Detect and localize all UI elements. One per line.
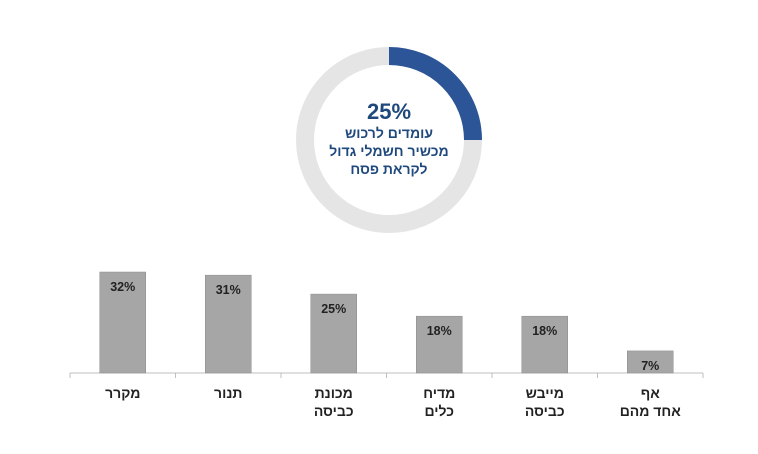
donut-caption-line: מכשיר חשמלי גדול — [329, 143, 448, 159]
bar-value-label: 31% — [216, 283, 241, 297]
category-label: כלים — [425, 403, 455, 419]
category-label: מייבש — [526, 385, 564, 401]
donut-value-label: 25% — [367, 99, 411, 124]
bar — [99, 271, 146, 374]
bar — [521, 315, 568, 374]
bar — [416, 315, 463, 374]
category-label: כביסה — [314, 403, 354, 419]
category-label: מקרר — [105, 385, 140, 401]
category-label: מדיח — [423, 385, 455, 401]
category-label: כביסה — [525, 403, 565, 419]
bar-value-label: 18% — [427, 324, 452, 338]
category-label: אף — [641, 385, 660, 401]
category-label: תנור — [214, 385, 242, 401]
bar-value-label: 18% — [532, 324, 557, 338]
category-label: אחד מהם — [620, 403, 682, 419]
bar — [205, 274, 252, 374]
bar-value-label: 7% — [641, 359, 659, 373]
donut-chart: 25%עומדים לרכוש מכשיר חשמלי גדול לקראת פסח — [296, 47, 482, 233]
bar-value-label: 25% — [321, 302, 346, 316]
category-label: מכונת — [315, 385, 353, 401]
donut-slice-highlight — [388, 47, 482, 141]
donut-caption-line: עומדים לרכוש — [345, 125, 433, 141]
bar — [310, 293, 357, 374]
bar — [627, 350, 674, 374]
donut-caption-line: לקראת פסח — [350, 161, 427, 177]
bar-chart: 32% מקרר 31% תנור 25% מכונת כביסה 18% מדיח כלים 18… — [69, 271, 704, 419]
bar-value-label: 32% — [110, 280, 135, 294]
